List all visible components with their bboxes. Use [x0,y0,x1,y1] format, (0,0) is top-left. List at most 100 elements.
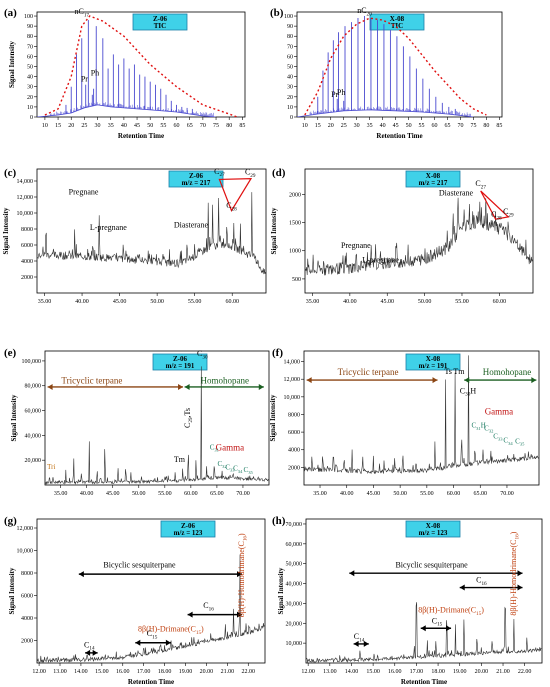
arrow-head-right [178,383,184,390]
y-tick-label: 60 [27,54,33,60]
annotation-label: C16 [203,601,214,612]
annotation-label: C15 [147,629,158,640]
y-tick-label: 80 [27,34,33,40]
badge-sample: X-08 [390,15,405,23]
panel-e: (e) 35.00 40.00 45.00 50.00 55.00 60.00 65.00 70… [4,347,270,497]
panel-letter: (h) [272,515,286,527]
range-arrow [85,649,98,656]
badge-trace: m/z = 191 [166,362,195,370]
annotation-label: C35 [515,438,525,447]
x-tick-label: 85 [239,123,245,129]
x-tick-label: 12.00 [301,669,315,675]
badge-trace: m/z = 217 [419,179,448,187]
arrow-head-left [184,383,190,390]
trace-line [304,355,539,475]
y-tick-label: 1500 [289,221,301,227]
arrow-head-left [47,383,53,390]
span-label: Tricyclic terpane [61,375,122,385]
arrow-head-right [165,639,171,646]
y-tick-label: 0 [290,115,293,121]
x-tick-label: 13.00 [53,669,67,675]
x-tick-label: 10 [42,123,48,129]
plot-area [297,16,487,117]
y-tick-label: 30 [27,85,33,91]
y-tick-label: 10 [27,105,33,111]
envelope-curve [44,15,238,117]
x-axis-label: Retention Time [118,132,164,140]
annotation-label: Ph [91,69,99,78]
x-tick-label: 30 [95,123,101,129]
annotation-label: C32 [484,424,494,433]
y-tick-label: 12,000 [17,526,34,532]
badge-trace: m/z = 217 [182,179,211,187]
badge-box [132,13,188,31]
panel-g: (g) 12.00 13.00 14.00 15.00 16.00 17.00 18.00 19… [4,515,266,686]
y-tick-label: 40,000 [25,433,42,439]
x-tick-label: 18.00 [431,669,445,675]
plot-frame [36,168,267,294]
x-tick-label: 17.00 [137,669,151,675]
y-tick-label: 8000 [288,412,300,418]
annotation-label: C35 [244,466,254,475]
y-tick-label: 100,000 [22,359,42,365]
y-axis: 0 10 20 30 40 50 60 70 80 90 100 [284,14,297,121]
sample-badge: X-08m/z = 191 [405,353,461,371]
x-tick-label: 45.00 [113,299,127,305]
x-tick-label: 15.00 [95,669,109,675]
annotation-label: C31 [210,444,219,453]
panel-letter: (g) [4,515,17,527]
y-tick-label: 4000 [21,616,33,622]
panel-letter: (c) [4,167,17,179]
badge-sample: X-08 [426,172,441,180]
annotation-label: C29 [503,207,514,218]
annotation-label: Bicyclic sesquiterpane [103,560,176,569]
x-tick-label: 40.00 [75,299,89,305]
y-axis: 10,000 20,000 30,000 40,000 50,000 60,000 70,0… [286,522,306,647]
x-tick-label: 18.00 [158,669,172,675]
y-tick-label: 2000 [21,275,33,281]
annotation-label: C33 [225,463,235,472]
y-tick-label: 20 [27,95,33,101]
annotation-label: C34 [503,437,513,446]
panel-letter: (d) [272,167,286,179]
range-arrow [464,377,537,384]
x-tick-label: 70 [457,123,463,129]
badge-box [405,520,461,538]
arrow-head-left [78,571,84,578]
trace-line [37,554,265,663]
x-tick-label: 14.00 [74,669,88,675]
panel-f: (f) 35.00 40.00 45.00 50.00 55.00 60.00 65.00 70… [269,347,540,497]
annotation-label: C14 [84,640,95,651]
annotation-label: C30H [460,386,477,397]
x-tick-label: 60 [432,123,438,129]
badge-sample: X-08 [426,522,441,530]
annotation-label: C33 [493,432,503,441]
arrow-head-left [135,639,141,646]
x-tick-label: 45 [393,123,399,129]
trace-line [306,602,542,663]
arrow-head-right [363,640,369,647]
plot-area [306,602,542,663]
badge-trace: m/z = 123 [419,529,448,537]
y-tick-label: 6000 [21,594,33,600]
y-tick-label: 8000 [21,227,33,233]
annotation-label: 8β(H)-Drimane(C15) [138,625,204,636]
y-tick-label: 50 [287,65,293,71]
x-tick-label: 60.00 [184,491,198,497]
panel-c: (c) 35.00 40.00 45.00 50.00 55.00 60.00 2000 400… [2,167,267,305]
x-tick-label: 45 [134,123,140,129]
x-axis: 12.00 13.00 14.00 15.00 16.00 17.00 18.00 19.00… [301,663,531,675]
x-tick-label: 75 [213,123,219,129]
x-axis-label: Retention Time [128,678,174,686]
annotation-label: Diasterane [174,220,209,229]
x-tick-label: 50.00 [132,491,146,497]
x-tick-label: 22.00 [242,669,256,675]
y-tick-label: 40 [287,75,293,81]
span-label: Homohopane [200,375,249,385]
trace-noise [49,102,214,117]
plot-frame [303,350,540,486]
y-tick-label: 40,000 [286,582,303,588]
badge-sample: Z-06 [173,355,188,363]
y-tick-label: 10,000 [17,549,34,555]
